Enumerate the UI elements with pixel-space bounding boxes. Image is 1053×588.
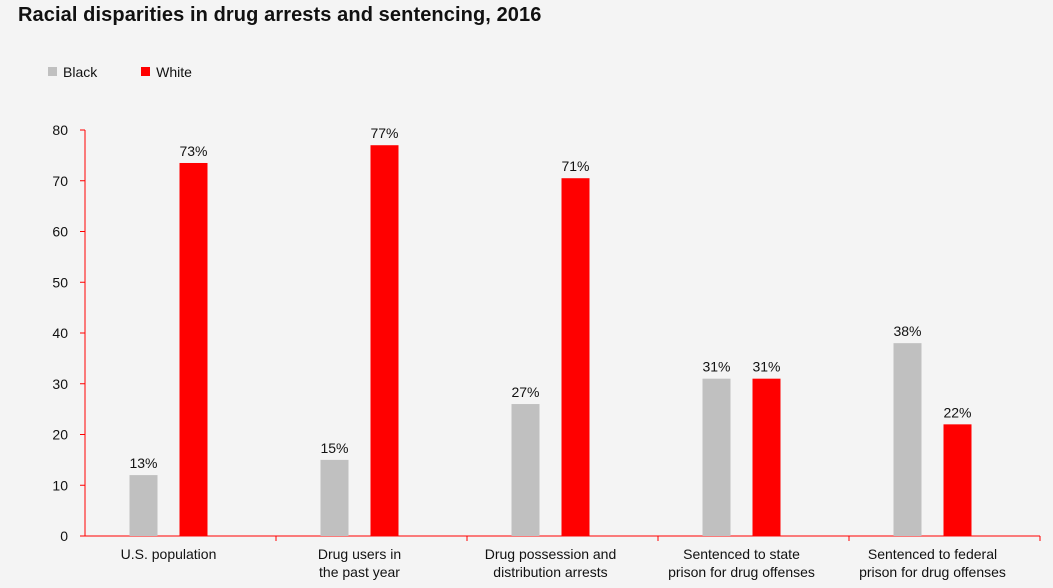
bar-black-0 <box>129 475 158 536</box>
bar-value-label: 27% <box>511 384 539 400</box>
y-tick-label: 60 <box>52 224 68 240</box>
y-tick-label: 80 <box>52 122 68 138</box>
legend-item-black: Black <box>48 64 97 80</box>
bar-white-0 <box>179 162 208 537</box>
chart-title: Racial disparities in drug arrests and s… <box>18 4 542 26</box>
category-label: Sentenced to federal <box>868 546 997 562</box>
y-tick-label: 70 <box>52 173 68 189</box>
y-tick-label: 20 <box>52 427 68 443</box>
legend: Black White <box>48 63 232 80</box>
legend-item-white: White <box>141 64 192 80</box>
legend-swatch-black <box>48 67 57 76</box>
bar-black-3 <box>702 378 731 536</box>
bar-value-label: 31% <box>752 359 780 375</box>
bar-value-label: 31% <box>702 359 730 375</box>
bar-black-2 <box>511 404 540 536</box>
bar-black-1 <box>320 459 349 536</box>
y-tick-label: 30 <box>52 376 68 392</box>
legend-label-black: Black <box>63 63 98 80</box>
category-label: Sentenced to state <box>683 546 800 562</box>
bar-white-1 <box>370 145 399 536</box>
category-label: prison for drug offenses <box>859 564 1006 580</box>
legend-swatch-white <box>141 67 151 76</box>
bar-value-label: 71% <box>561 158 589 174</box>
bar-value-label: 15% <box>320 440 348 456</box>
category-label: Drug possession and <box>485 546 617 562</box>
bar-value-label: 13% <box>129 455 157 471</box>
bar-value-label: 73% <box>179 143 207 159</box>
bar-value-label: 77% <box>370 125 398 141</box>
bar-white-3 <box>752 378 781 536</box>
bar-white-4 <box>943 424 972 536</box>
category-label: Drug users in <box>318 546 401 562</box>
category-label: the past year <box>319 564 400 580</box>
y-tick-label: 40 <box>52 325 68 341</box>
bar-value-label: 38% <box>893 323 921 339</box>
category-label: distribution arrests <box>493 564 607 580</box>
legend-label-white: White <box>156 63 192 80</box>
y-tick-label: 0 <box>60 528 68 544</box>
y-tick-label: 10 <box>52 477 68 493</box>
bar-white-2 <box>561 178 590 536</box>
y-tick-label: 50 <box>52 274 68 290</box>
category-label: U.S. population <box>121 546 217 562</box>
bar-value-label: 22% <box>943 404 971 420</box>
bar-black-4 <box>893 343 922 536</box>
category-label: prison for drug offenses <box>668 564 815 580</box>
